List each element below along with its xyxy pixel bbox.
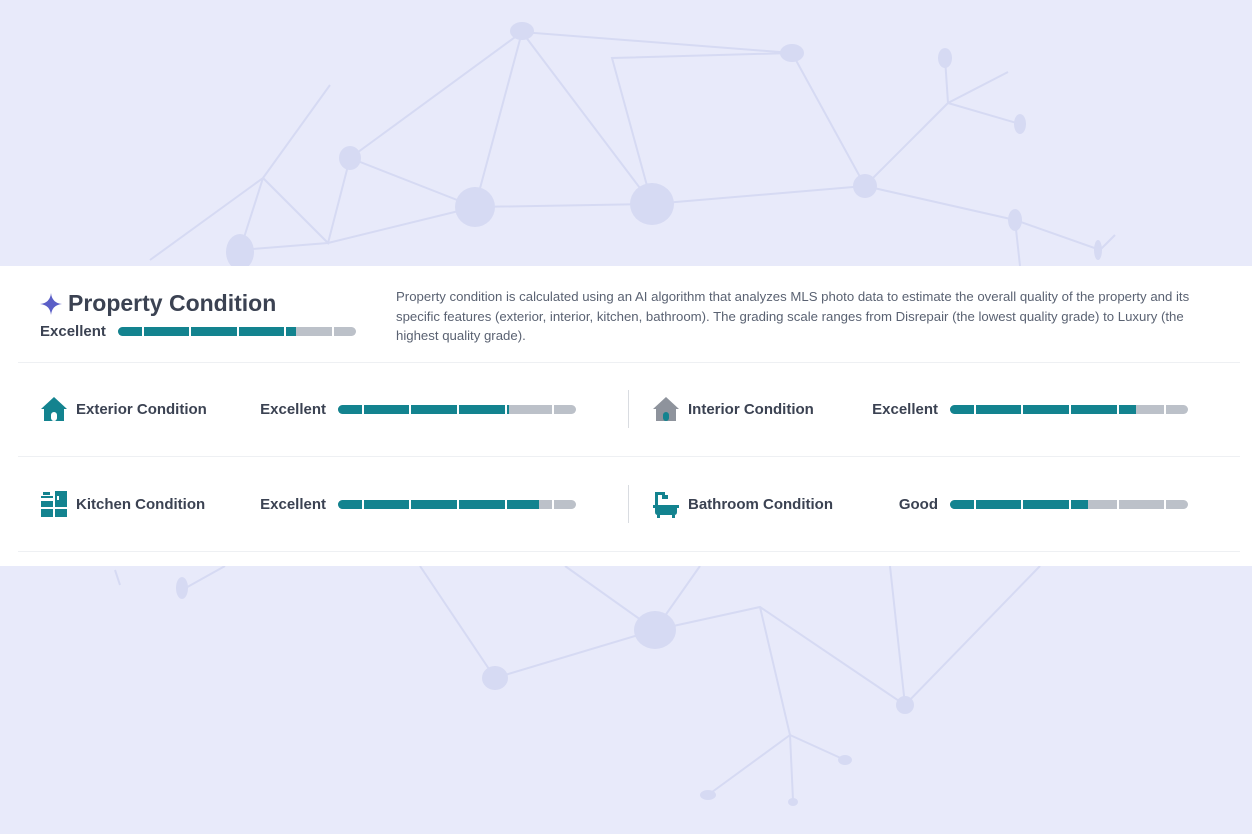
bar-segment-divider	[552, 404, 555, 414]
feature-grade: Good	[898, 495, 938, 513]
divider	[18, 456, 1240, 457]
bar-segment-divider	[1116, 404, 1119, 414]
bar-segment-divider	[504, 404, 507, 414]
divider	[18, 362, 1240, 363]
bar-segment-divider	[1021, 404, 1024, 414]
header: Property Condition Excellent	[40, 290, 356, 340]
bar-segment-divider	[504, 499, 507, 509]
bar-fill	[950, 404, 1136, 414]
bar-fill	[338, 404, 510, 414]
bar-fill	[117, 327, 297, 336]
bar-fill	[338, 499, 540, 509]
house-interior-icon	[653, 397, 679, 421]
bar-segment-divider	[552, 499, 555, 509]
feature-row-bathroom: Bathroom Condition Good	[652, 489, 1188, 519]
bar-segment-divider	[1164, 499, 1167, 509]
description: Property condition is calculated using a…	[396, 289, 1190, 343]
feature-row-kitchen: Kitchen Condition Excellent	[40, 489, 576, 519]
feature-grade: Excellent	[260, 400, 326, 418]
overall-grade-label: Excellent	[40, 323, 106, 340]
bar-segment-divider	[189, 327, 192, 336]
property-condition-card: Property Condition Excellent Property co…	[0, 266, 1252, 566]
bar-segment-divider	[457, 404, 459, 414]
bar-segment-divider	[457, 499, 459, 509]
feature-grade-bar	[950, 499, 1188, 509]
feature-grade: Excellent	[260, 495, 326, 513]
vertical-divider	[628, 390, 629, 428]
house-icon	[41, 397, 67, 421]
feature-label: Bathroom Condition	[688, 495, 833, 513]
bar-segment-divider	[236, 327, 239, 336]
bar-segment-divider	[361, 499, 364, 509]
bar-segment-divider	[141, 327, 144, 336]
feature-label: Interior Condition	[688, 400, 814, 418]
bar-segment-divider	[1116, 499, 1119, 509]
feature-grade-bar	[338, 404, 576, 414]
bar-segment-divider	[1069, 499, 1071, 509]
bar-segment-divider	[973, 404, 976, 414]
feature-label: Kitchen Condition	[76, 495, 206, 513]
page-title: Property Condition	[40, 290, 356, 317]
bar-segment-divider	[409, 404, 412, 414]
bar-fill	[950, 499, 1089, 509]
feature-row-interior: Interior Condition Excellent	[652, 394, 1188, 424]
bar-segment-divider	[973, 499, 976, 509]
feature-grade-bar	[338, 499, 576, 509]
feature-row-exterior: Exterior Condition Excellent	[40, 394, 576, 424]
sparkle-icon	[40, 292, 62, 315]
overall-grade-bar	[117, 327, 356, 336]
bar-segment-divider	[284, 327, 287, 336]
bar-segment-divider	[1069, 404, 1071, 414]
bar-segment-divider	[361, 404, 364, 414]
bar-segment-divider	[1164, 404, 1167, 414]
feature-grade: Excellent	[872, 400, 938, 418]
overall-grade: Excellent	[40, 323, 356, 340]
feature-grade-bar	[950, 404, 1188, 414]
kitchen-icon	[41, 491, 67, 517]
divider	[18, 551, 1240, 552]
bathtub-icon	[653, 492, 679, 518]
bar-segment-divider	[409, 499, 412, 509]
title-text: Property Condition	[68, 290, 277, 316]
feature-label: Exterior Condition	[76, 400, 207, 418]
vertical-divider	[628, 485, 629, 523]
bar-segment-divider	[332, 327, 335, 336]
bar-segment-divider	[1021, 499, 1024, 509]
